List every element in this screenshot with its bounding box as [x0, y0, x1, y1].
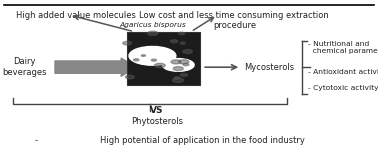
- FancyArrow shape: [55, 58, 137, 77]
- Circle shape: [170, 40, 178, 43]
- Circle shape: [133, 59, 139, 61]
- Circle shape: [147, 31, 158, 35]
- Circle shape: [163, 59, 194, 71]
- Circle shape: [171, 60, 181, 64]
- FancyBboxPatch shape: [127, 32, 200, 85]
- Text: Dairy
beverages: Dairy beverages: [2, 58, 47, 77]
- Text: - Antioxidant activity: - Antioxidant activity: [308, 69, 378, 76]
- Text: High potential of application in the food industry: High potential of application in the foo…: [100, 136, 305, 145]
- Text: - Nutritional and
  chemical parameters: - Nutritional and chemical parameters: [308, 41, 378, 54]
- Circle shape: [172, 78, 184, 82]
- Circle shape: [180, 73, 187, 76]
- Circle shape: [180, 42, 185, 44]
- Circle shape: [178, 60, 189, 64]
- Circle shape: [174, 77, 180, 79]
- Text: Agaricus bisporus: Agaricus bisporus: [120, 22, 186, 28]
- Text: Biowaste: Biowaste: [134, 34, 168, 40]
- Text: VS: VS: [150, 106, 164, 116]
- Text: Low cost and less time consuming extraction
procedure: Low cost and less time consuming extract…: [139, 11, 329, 30]
- Circle shape: [123, 41, 132, 45]
- Circle shape: [151, 59, 156, 61]
- Text: High added value molecules: High added value molecules: [15, 11, 136, 20]
- Text: Phytosterols: Phytosterols: [131, 117, 183, 126]
- Circle shape: [183, 63, 189, 66]
- Circle shape: [183, 50, 192, 53]
- Circle shape: [129, 47, 176, 65]
- Circle shape: [178, 32, 184, 35]
- Circle shape: [155, 63, 165, 68]
- Text: Mycosterols: Mycosterols: [244, 63, 294, 72]
- Circle shape: [173, 67, 183, 71]
- Text: - Cytotoxic activity: - Cytotoxic activity: [308, 85, 378, 91]
- Circle shape: [141, 55, 146, 56]
- Text: -: -: [34, 136, 37, 145]
- Circle shape: [125, 75, 134, 79]
